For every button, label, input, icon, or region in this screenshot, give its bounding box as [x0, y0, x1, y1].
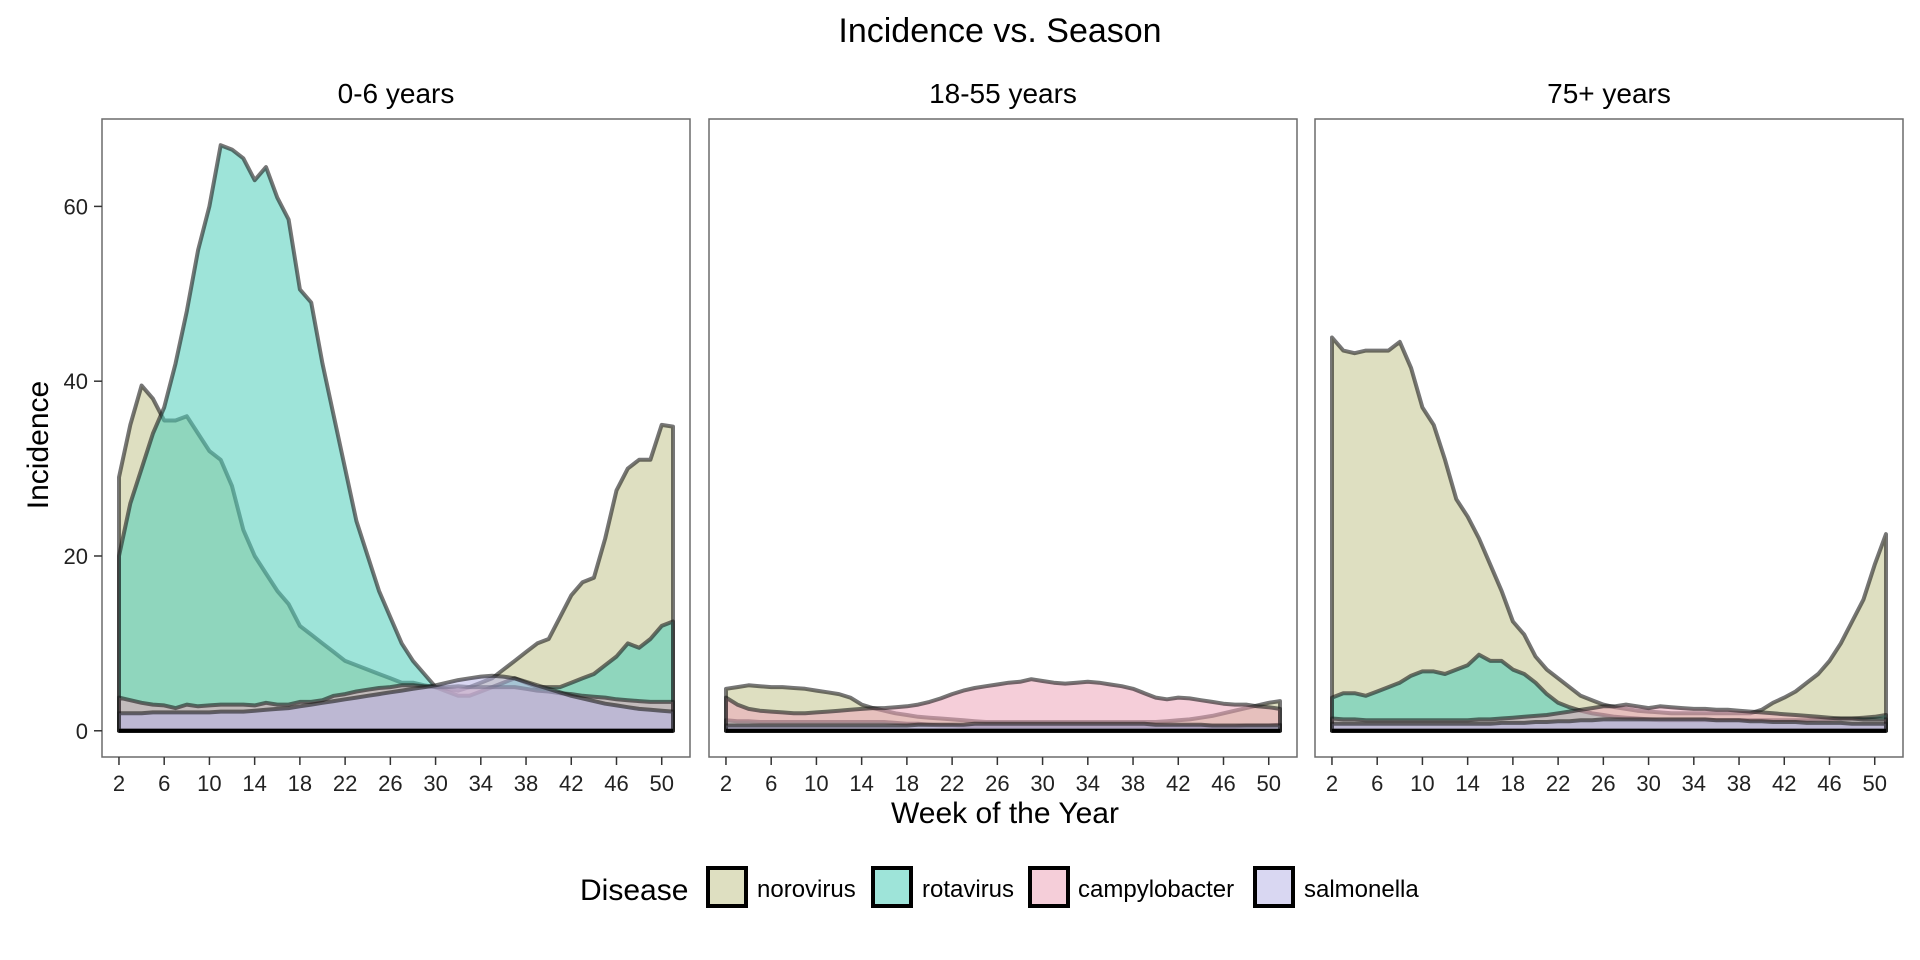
x-tick-label: 42 — [1772, 771, 1796, 796]
y-axis-title: Incidence — [22, 381, 55, 509]
legend-key-campylobacter — [1028, 866, 1070, 908]
x-tick-label: 18 — [895, 771, 919, 796]
x-tick-label: 46 — [604, 771, 628, 796]
y-tick-label: 40 — [64, 369, 88, 394]
x-tick-label: 10 — [804, 771, 828, 796]
x-tick-label: 22 — [1546, 771, 1570, 796]
area-campylobacter — [724, 677, 1282, 733]
x-tick-label: 14 — [242, 771, 266, 796]
legend-label: rotavirus — [922, 876, 1014, 903]
x-tick-label: 38 — [514, 771, 538, 796]
x-tick-label: 6 — [765, 771, 777, 796]
panel-label: 75+ years — [1547, 78, 1671, 109]
x-tick-label: 18 — [288, 771, 312, 796]
x-tick-label: 42 — [1166, 771, 1190, 796]
x-tick-label: 50 — [1256, 771, 1280, 796]
x-tick-label: 46 — [1211, 771, 1235, 796]
y-tick-label: 0 — [76, 719, 88, 744]
x-tick-label: 34 — [469, 771, 493, 796]
legend-label: salmonella — [1304, 876, 1419, 903]
x-tick-label: 14 — [849, 771, 873, 796]
x-tick-label: 50 — [1862, 771, 1886, 796]
x-tick-label: 22 — [333, 771, 357, 796]
legend-key-rotavirus — [871, 866, 913, 908]
x-tick-label: 26 — [1591, 771, 1615, 796]
x-tick-label: 26 — [985, 771, 1009, 796]
x-tick-label: 10 — [1410, 771, 1434, 796]
legend-label: campylobacter — [1078, 876, 1234, 903]
y-tick-label: 60 — [64, 194, 88, 219]
x-tick-label: 38 — [1121, 771, 1145, 796]
x-tick-label: 2 — [720, 771, 732, 796]
x-tick-label: 30 — [1030, 771, 1054, 796]
panel-label: 0-6 years — [338, 78, 455, 109]
area-norovirus — [1330, 335, 1888, 733]
x-tick-label: 22 — [940, 771, 964, 796]
x-axis-title: Week of the Year — [891, 797, 1119, 830]
panel-label: 18-55 years — [929, 78, 1077, 109]
x-tick-label: 50 — [649, 771, 673, 796]
legend-key-norovirus — [706, 866, 748, 908]
x-tick-label: 18 — [1501, 771, 1525, 796]
x-tick-label: 34 — [1682, 771, 1706, 796]
x-tick-label: 30 — [1636, 771, 1660, 796]
legend: Disease norovirus rotavirus campylobacter sa… — [580, 866, 1419, 908]
panel-border — [1314, 118, 1904, 758]
x-tick-label: 6 — [1371, 771, 1383, 796]
x-tick-label: 14 — [1455, 771, 1479, 796]
legend-item-campylobacter: campylobacter — [1028, 866, 1234, 908]
x-tick-label: 2 — [113, 771, 125, 796]
area-rotavirus — [117, 143, 675, 733]
area-salmonella — [1330, 717, 1888, 733]
x-tick-label: 46 — [1817, 771, 1841, 796]
x-tick-label: 2 — [1326, 771, 1338, 796]
area-salmonella — [117, 673, 675, 733]
chart-title: Incidence vs. Season — [838, 12, 1161, 50]
x-tick-label: 10 — [197, 771, 221, 796]
legend-item-norovirus: norovirus — [706, 866, 856, 908]
legend-item-rotavirus: rotavirus — [871, 866, 1014, 908]
x-tick-label: 26 — [378, 771, 402, 796]
x-tick-label: 6 — [158, 771, 170, 796]
panel-border — [101, 118, 691, 758]
panel-border — [708, 118, 1298, 758]
x-tick-label: 38 — [1727, 771, 1751, 796]
x-tick-label: 34 — [1076, 771, 1100, 796]
legend-label: norovirus — [757, 876, 856, 903]
x-tick-label: 42 — [559, 771, 583, 796]
legend-title: Disease — [580, 874, 688, 907]
legend-key-salmonella — [1253, 866, 1295, 908]
y-tick-label: 20 — [64, 544, 88, 569]
x-tick-label: 30 — [423, 771, 447, 796]
legend-item-salmonella: salmonella — [1253, 866, 1419, 908]
